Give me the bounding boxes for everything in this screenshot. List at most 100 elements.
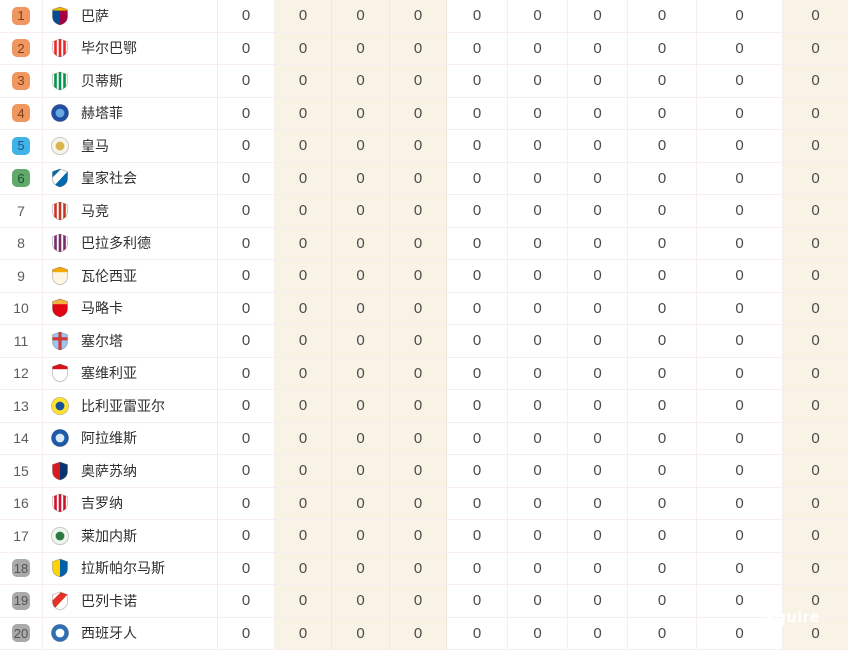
stat-cell: 0 [218,325,275,357]
table-row[interactable]: 16 吉罗纳 0 0 0 0 0 0 0 0 0 0 [0,487,848,520]
team-cell[interactable]: 巴萨 [43,0,218,32]
team-name: 巴列卡诺 [81,592,137,609]
table-row[interactable]: 2 毕尔巴鄂 0 0 0 0 0 0 0 0 0 0 [0,32,848,65]
rank-cell: 15 [0,455,43,487]
team-name: 莱加内斯 [81,527,137,544]
team-cell[interactable]: 比利亚雷亚尔 [43,390,218,422]
team-cell[interactable]: 赫塔菲 [43,97,218,129]
stat-cell: 0 [390,292,447,324]
stat-cell: 0 [275,32,332,64]
team-cell[interactable]: 贝蒂斯 [43,65,218,97]
table-row[interactable]: 8 巴拉多利德 0 0 0 0 0 0 0 0 0 0 [0,227,848,260]
stat-cell: 0 [447,455,508,487]
stat-cell: 0 [390,130,447,162]
stat-cell: 0 [332,195,390,227]
team-cell[interactable]: 拉斯帕尔马斯 [43,552,218,584]
team-logo-icon [50,428,70,448]
stat-cell: 0 [275,227,332,259]
stat-cell: 0 [568,65,628,97]
table-row[interactable]: 7 马竞 0 0 0 0 0 0 0 0 0 0 [0,195,848,228]
team-cell[interactable]: 马略卡 [43,292,218,324]
team-cell[interactable]: 马竞 [43,195,218,227]
stat-cell: 0 [447,130,508,162]
team-name: 马略卡 [81,300,123,317]
team-logo-icon [50,526,70,546]
table-row[interactable]: 20 西班牙人 0 0 0 0 0 0 0 0 0 0 [0,617,848,650]
team-cell[interactable]: 巴列卡诺 [43,585,218,617]
table-row[interactable]: 13 比利亚雷亚尔 0 0 0 0 0 0 0 0 0 0 [0,390,848,423]
table-row[interactable]: 11 塞尔塔 0 0 0 0 0 0 0 0 0 0 [0,325,848,358]
table-row[interactable]: 4 赫塔菲 0 0 0 0 0 0 0 0 0 0 [0,97,848,130]
table-row[interactable]: 17 莱加内斯 0 0 0 0 0 0 0 0 0 0 [0,520,848,553]
table-row[interactable]: 9 瓦伦西亚 0 0 0 0 0 0 0 0 0 0 [0,260,848,293]
rank-cell: 7 [0,195,43,227]
table-row[interactable]: 1 巴萨 0 0 0 0 0 0 0 0 0 0 [0,0,848,33]
team-logo-icon [50,266,70,286]
rank-cell: 3 [0,65,43,97]
stat-cell: 0 [697,162,783,194]
stat-cell: 0 [332,260,390,292]
stat-cell: 0 [783,32,848,64]
stat-cell: 0 [508,357,568,389]
team-cell[interactable]: 瓦伦西亚 [43,260,218,292]
team-cell[interactable]: 塞维利亚 [43,357,218,389]
table-row[interactable]: 6 皇家社会 0 0 0 0 0 0 0 0 0 0 [0,162,848,195]
stat-cell: 0 [390,585,447,617]
stat-cell: 0 [275,195,332,227]
table-row[interactable]: 15 奥萨苏纳 0 0 0 0 0 0 0 0 0 0 [0,455,848,488]
stat-cell: 0 [783,227,848,259]
team-cell[interactable]: 毕尔巴鄂 [43,32,218,64]
table-row[interactable]: 3 贝蒂斯 0 0 0 0 0 0 0 0 0 0 [0,65,848,98]
stat-cell: 0 [568,390,628,422]
stat-cell: 0 [508,65,568,97]
stat-cell: 0 [783,130,848,162]
team-cell[interactable]: 奥萨苏纳 [43,455,218,487]
stat-cell: 0 [447,227,508,259]
rank-cell: 14 [0,422,43,454]
stat-cell: 0 [275,357,332,389]
stat-cell: 0 [218,0,275,32]
stat-cell: 0 [390,487,447,519]
team-cell[interactable]: 皇马 [43,130,218,162]
stat-cell: 0 [628,0,697,32]
team-name: 赫塔菲 [81,105,123,122]
stat-cell: 0 [508,195,568,227]
stat-cell: 0 [697,325,783,357]
team-cell[interactable]: 皇家社会 [43,162,218,194]
stat-cell: 0 [332,65,390,97]
table-row[interactable]: 18 拉斯帕尔马斯 0 0 0 0 0 0 0 0 0 0 [0,552,848,585]
stat-cell: 0 [332,0,390,32]
table-row[interactable]: 12 塞维利亚 0 0 0 0 0 0 0 0 0 0 [0,357,848,390]
team-cell[interactable]: 莱加内斯 [43,520,218,552]
stat-cell: 0 [568,227,628,259]
stat-cell: 0 [628,130,697,162]
stat-cell: 0 [783,585,848,617]
stat-cell: 0 [332,357,390,389]
stat-cell: 0 [218,585,275,617]
stat-cell: 0 [275,552,332,584]
stat-cell: 0 [568,617,628,649]
team-cell[interactable]: 巴拉多利德 [43,227,218,259]
team-cell[interactable]: 吉罗纳 [43,487,218,519]
team-cell[interactable]: 阿拉维斯 [43,422,218,454]
stat-cell: 0 [697,455,783,487]
stat-cell: 0 [218,195,275,227]
team-logo-icon [50,38,70,58]
team-logo-icon [50,168,70,188]
stat-cell: 0 [447,0,508,32]
table-row[interactable]: 10 马略卡 0 0 0 0 0 0 0 0 0 0 [0,292,848,325]
rank-cell: 11 [0,325,43,357]
stat-cell: 0 [275,325,332,357]
team-cell[interactable]: 西班牙人 [43,617,218,649]
table-row[interactable]: 19 巴列卡诺 0 0 0 0 0 0 0 0 0 0 [0,585,848,618]
stat-cell: 0 [697,357,783,389]
stat-cell: 0 [332,422,390,454]
stat-cell: 0 [218,357,275,389]
rank-cell: 5 [0,130,43,162]
stat-cell: 0 [568,422,628,454]
stat-cell: 0 [275,97,332,129]
table-row[interactable]: 14 阿拉维斯 0 0 0 0 0 0 0 0 0 0 [0,422,848,455]
stat-cell: 0 [447,520,508,552]
table-row[interactable]: 5 皇马 0 0 0 0 0 0 0 0 0 0 [0,130,848,163]
team-cell[interactable]: 塞尔塔 [43,325,218,357]
